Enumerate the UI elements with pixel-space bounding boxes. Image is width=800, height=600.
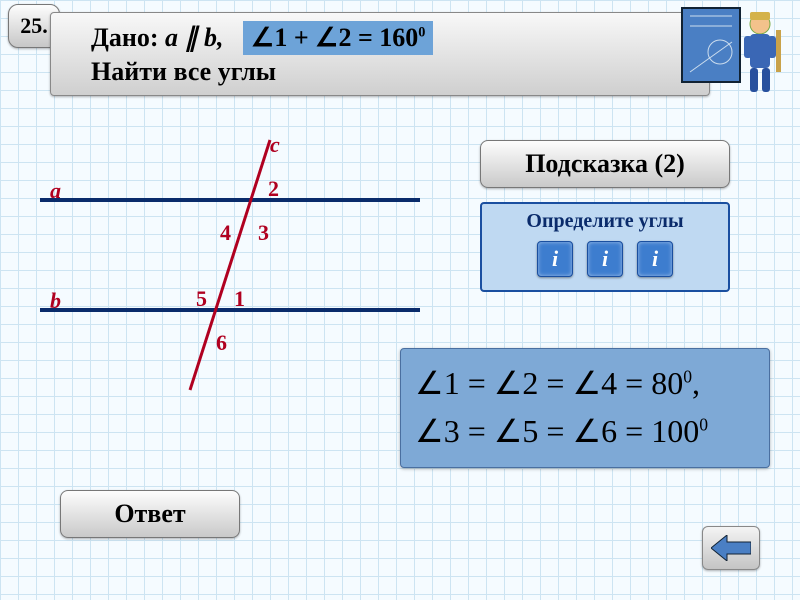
hint-button[interactable]: Подсказка (2) xyxy=(480,140,730,188)
given-vars: a ∥ b, xyxy=(165,23,224,52)
given-line: Дано: a ∥ b, ∠1 + ∠2 = 1600 xyxy=(91,21,689,55)
solution-line-1: ∠1 = ∠2 = ∠4 = 800, xyxy=(415,359,755,407)
label-a: a xyxy=(50,178,61,204)
hint-count: (2) xyxy=(654,149,684,179)
angle-1-label: 1 xyxy=(234,286,245,312)
given-prefix: Дано: xyxy=(91,23,159,52)
task-line: Найти все углы xyxy=(91,55,689,89)
angle-3-label: 3 xyxy=(258,220,269,246)
hint-panel: Определите углы i i i xyxy=(480,202,730,292)
info-icon[interactable]: i xyxy=(537,241,573,277)
problem-number: 25. xyxy=(20,13,48,39)
angle-5-label: 5 xyxy=(196,286,207,312)
hint-panel-title: Определите углы xyxy=(526,210,683,233)
info-icon[interactable]: i xyxy=(637,241,673,277)
equation-degree: 0 xyxy=(418,24,425,40)
solution-line-2: ∠3 = ∠5 = ∠6 = 1000 xyxy=(415,407,755,455)
solution-tail: , xyxy=(692,365,700,401)
solution-eq-2: ∠3 = ∠5 = ∠6 = 100 xyxy=(415,413,699,449)
solution-eq-1: ∠1 = ∠2 = ∠4 = 80 xyxy=(415,365,683,401)
label-b: b xyxy=(50,288,61,314)
equation-text: ∠1 + ∠2 = 160 xyxy=(251,23,418,52)
decorative-illustration xyxy=(680,2,790,102)
answer-label: Ответ xyxy=(114,499,185,529)
given-equation: ∠1 + ∠2 = 1600 xyxy=(243,21,433,55)
angle-4-label: 4 xyxy=(220,220,231,246)
degree-symbol: 0 xyxy=(699,414,708,434)
problem-header: Дано: a ∥ b, ∠1 + ∠2 = 1600 Найти все уг… xyxy=(50,12,710,96)
degree-symbol: 0 xyxy=(683,366,692,386)
hint-label: Подсказка xyxy=(525,149,648,179)
angle-2-label: 2 xyxy=(268,176,279,202)
info-icon-row: i i i xyxy=(537,241,673,277)
info-icon[interactable]: i xyxy=(587,241,623,277)
angle-6-label: 6 xyxy=(216,330,227,356)
label-c: c xyxy=(270,132,280,158)
nav-back-button[interactable] xyxy=(702,526,760,570)
solution-panel: ∠1 = ∠2 = ∠4 = 800, ∠3 = ∠5 = ∠6 = 1000 xyxy=(400,348,770,468)
answer-button[interactable]: Ответ xyxy=(60,490,240,538)
geometry-diagram: a b c 1 2 3 4 5 6 xyxy=(30,130,430,410)
line-c xyxy=(190,140,270,390)
arrow-left-icon xyxy=(711,535,751,561)
